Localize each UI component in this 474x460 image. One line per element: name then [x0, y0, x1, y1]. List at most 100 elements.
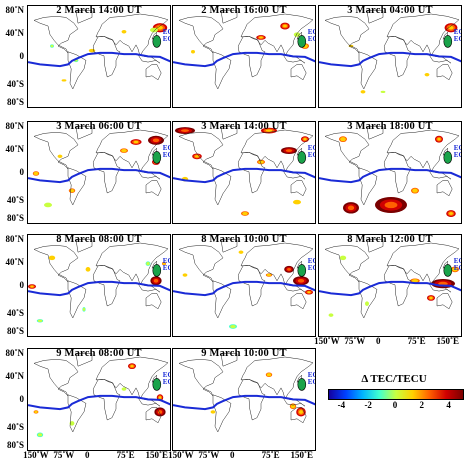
coastline	[75, 10, 93, 24]
eq2-label: EQ2	[307, 264, 315, 273]
eq2-label: EQ2	[453, 35, 461, 44]
magnetic-equator-line	[28, 280, 170, 297]
magnetic-equator-line	[319, 167, 461, 184]
coastline	[145, 64, 162, 81]
coastline	[237, 36, 266, 78]
coastline	[366, 126, 384, 140]
tec-map-panel: 3 March 18:00 UT EQ1EQ2	[318, 121, 462, 224]
tec-anomaly-patch	[37, 433, 43, 437]
coastline	[290, 407, 307, 424]
latitude-tick-label: 40˚N	[5, 27, 25, 38]
longitude-tick-label: 0	[376, 336, 381, 346]
tec-anomaly-patch	[152, 138, 160, 143]
tec-map-panel: 8 March 12:00 UT EQ1EQ2	[318, 234, 462, 337]
tec-anomaly-patch	[307, 291, 311, 294]
earthquake-labels: EQ1EQ2	[307, 372, 315, 387]
tec-anomaly-patch	[365, 301, 369, 306]
coastline	[75, 239, 93, 253]
tec-anomaly-patch	[238, 250, 244, 254]
latitude-tick-label: 80˚N	[5, 121, 25, 132]
panel-title: 9 March 08:00 UT	[56, 348, 142, 359]
latitude-tick-label: 0	[19, 166, 25, 177]
coastline	[220, 239, 238, 253]
tec-anomaly-patch	[130, 365, 134, 368]
magnetic-equator-line	[173, 51, 315, 68]
tec-anomaly-patch	[121, 30, 127, 34]
eq1-label: EQ1	[307, 144, 315, 153]
eq1-label: EQ1	[162, 28, 170, 37]
eq1-label: EQ1	[453, 144, 461, 153]
tec-anomaly-patch	[33, 171, 39, 176]
coastline	[324, 245, 370, 283]
coastline	[237, 265, 266, 307]
tec-anomaly-patch	[153, 278, 159, 283]
epicenter-marker	[152, 151, 162, 164]
coastline	[178, 132, 224, 170]
latitude-tick-label: 0	[19, 393, 25, 404]
tec-anomaly-patch	[259, 36, 263, 39]
coastline	[324, 132, 370, 170]
earthquake-labels: EQ1EQ2	[453, 144, 461, 159]
tec-anomaly-patch	[339, 255, 347, 261]
epicenter-marker	[443, 264, 453, 277]
latitude-tick-label: 80˚S	[6, 96, 24, 107]
eq1-label: EQ1	[453, 28, 461, 37]
longitude-tick-label: 75˚W	[198, 450, 220, 460]
latitude-tick-label: 40˚S	[6, 422, 24, 433]
earthquake-labels: EQ1EQ2	[162, 28, 170, 43]
coastline	[366, 10, 384, 24]
latitude-tick-label: 0	[19, 279, 25, 290]
eq2-label: EQ2	[307, 151, 315, 160]
earthquake-labels: EQ1EQ2	[453, 257, 461, 272]
colorbar	[328, 389, 464, 400]
tec-anomaly-patch	[82, 307, 86, 311]
tec-anomaly-patch	[287, 267, 291, 271]
tec-anomaly-patch	[340, 137, 346, 142]
tec-anomaly-patch	[449, 212, 453, 215]
latitude-tick-label: 40˚N	[5, 143, 25, 154]
tec-map-panel: 8 March 10:00 UT EQ1EQ2	[172, 234, 316, 337]
coastline	[145, 180, 162, 197]
world-map	[319, 239, 461, 319]
tec-map-panel: 2 March 14:00 UT EQ1EQ2	[27, 5, 171, 108]
tec-anomaly-patch	[146, 262, 150, 266]
eq2-label: EQ2	[162, 264, 170, 273]
world-map	[28, 353, 170, 438]
panel-title: 2 March 16:00 UT	[201, 5, 287, 16]
coastline	[220, 353, 238, 367]
coastline	[67, 51, 87, 90]
earthquake-labels: EQ1EQ2	[162, 371, 170, 386]
tec-anomaly-patch	[48, 255, 56, 261]
longitude-tick-label: 75˚W	[344, 336, 366, 346]
earthquake-labels: EQ1EQ2	[307, 144, 315, 160]
tec-anomaly-patch	[121, 149, 127, 153]
coastline	[358, 167, 378, 206]
colorbar-tick-label: 2	[419, 400, 425, 410]
tec-anomaly-patch	[297, 278, 305, 283]
epicenter-marker	[297, 264, 307, 277]
tec-anomaly-patch	[360, 90, 366, 94]
eq1-label: EQ1	[162, 371, 170, 380]
tec-anomaly-patch	[384, 201, 398, 209]
coastline	[212, 51, 232, 90]
tec-anomaly-patch	[265, 129, 273, 132]
tec-map-panel: 2 March 16:00 UT EQ1EQ2	[172, 5, 316, 108]
eq1-label: EQ1	[453, 257, 461, 266]
longitude-tick-label: 150˚E	[290, 450, 313, 460]
latitude-tick-label: 40˚S	[6, 308, 24, 319]
coastline	[290, 64, 307, 81]
longitude-tick-label: 75˚E	[116, 450, 135, 460]
coastline	[95, 129, 169, 173]
tec-anomaly-patch	[437, 137, 441, 141]
tec-anomaly-patch	[380, 90, 386, 93]
tec-anomaly-patch	[452, 267, 458, 272]
tec-map-panel: 3 March 14:00 UT EQ1EQ2	[172, 121, 316, 224]
latitude-tick-label: 80˚N	[5, 348, 25, 359]
eq2-label: EQ2	[307, 378, 315, 387]
panel-title: 9 March 10:00 UT	[201, 348, 287, 359]
tec-anomaly-patch	[429, 296, 433, 300]
coastline	[33, 359, 79, 397]
world-map	[173, 126, 315, 216]
tec-anomaly-patch	[121, 387, 127, 391]
latitude-tick-label: 80˚N	[5, 234, 25, 245]
